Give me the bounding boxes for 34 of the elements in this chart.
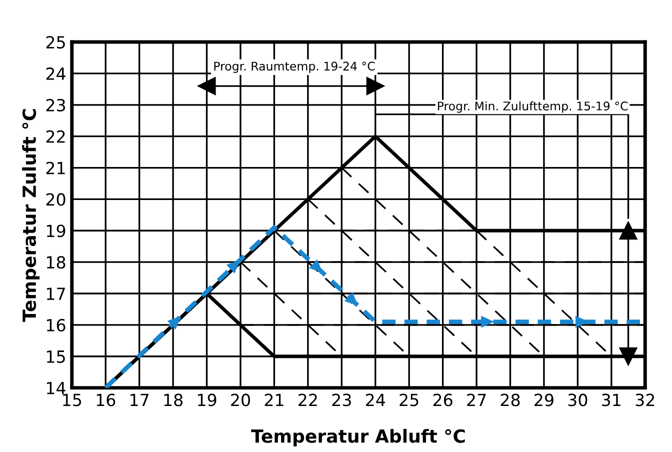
y-tick-label: 21 xyxy=(46,162,65,174)
x-tick-label: 32 xyxy=(636,394,654,406)
y-tick-label: 18 xyxy=(46,256,66,269)
x-axis-title: Temperatur Abluft °C xyxy=(251,428,465,446)
x-tick-label: 25 xyxy=(400,394,418,406)
y-tick-label: 24 xyxy=(46,67,66,80)
x-tick-label: 27 xyxy=(467,394,486,406)
y-tick-label: 16 xyxy=(46,318,66,332)
y-tick-label: 17 xyxy=(46,288,65,300)
x-tick-label: 15 xyxy=(63,394,82,406)
x-tick-label: 16 xyxy=(96,394,116,406)
x-tick-label: 23 xyxy=(332,394,351,406)
y-tick-label: 22 xyxy=(46,130,65,143)
x-tick-label: 24 xyxy=(366,394,386,406)
x-tick-label: 26 xyxy=(433,394,452,406)
x-tick-label: 22 xyxy=(298,394,317,406)
annotation: Progr. Min. Zulufttemp. 15-19 °C xyxy=(438,101,628,113)
x-tick-label: 17 xyxy=(130,394,149,406)
y-tick-label: 14 xyxy=(46,382,66,394)
y-tick-label: 23 xyxy=(46,98,66,112)
x-tick-label: 31 xyxy=(602,394,620,406)
y-tick-label: 15 xyxy=(46,350,65,363)
x-tick-label: 20 xyxy=(231,394,250,406)
y-axis-title: Temperatur Zuluft °C xyxy=(22,109,40,322)
y-tick-label: 19 xyxy=(46,224,66,238)
y-tick-label: 20 xyxy=(46,193,66,206)
x-tick-label: 28 xyxy=(500,394,520,406)
x-tick-label: 18 xyxy=(164,394,183,406)
x-tick-label: 21 xyxy=(264,394,284,406)
x-tick-label: 30 xyxy=(568,394,588,406)
y-tick-label: 25 xyxy=(46,36,65,49)
annotation: Progr. Raumtemp. 19-24 °C xyxy=(214,62,375,73)
x-tick-label: 29 xyxy=(534,394,554,406)
x-tick-label: 19 xyxy=(198,394,216,406)
